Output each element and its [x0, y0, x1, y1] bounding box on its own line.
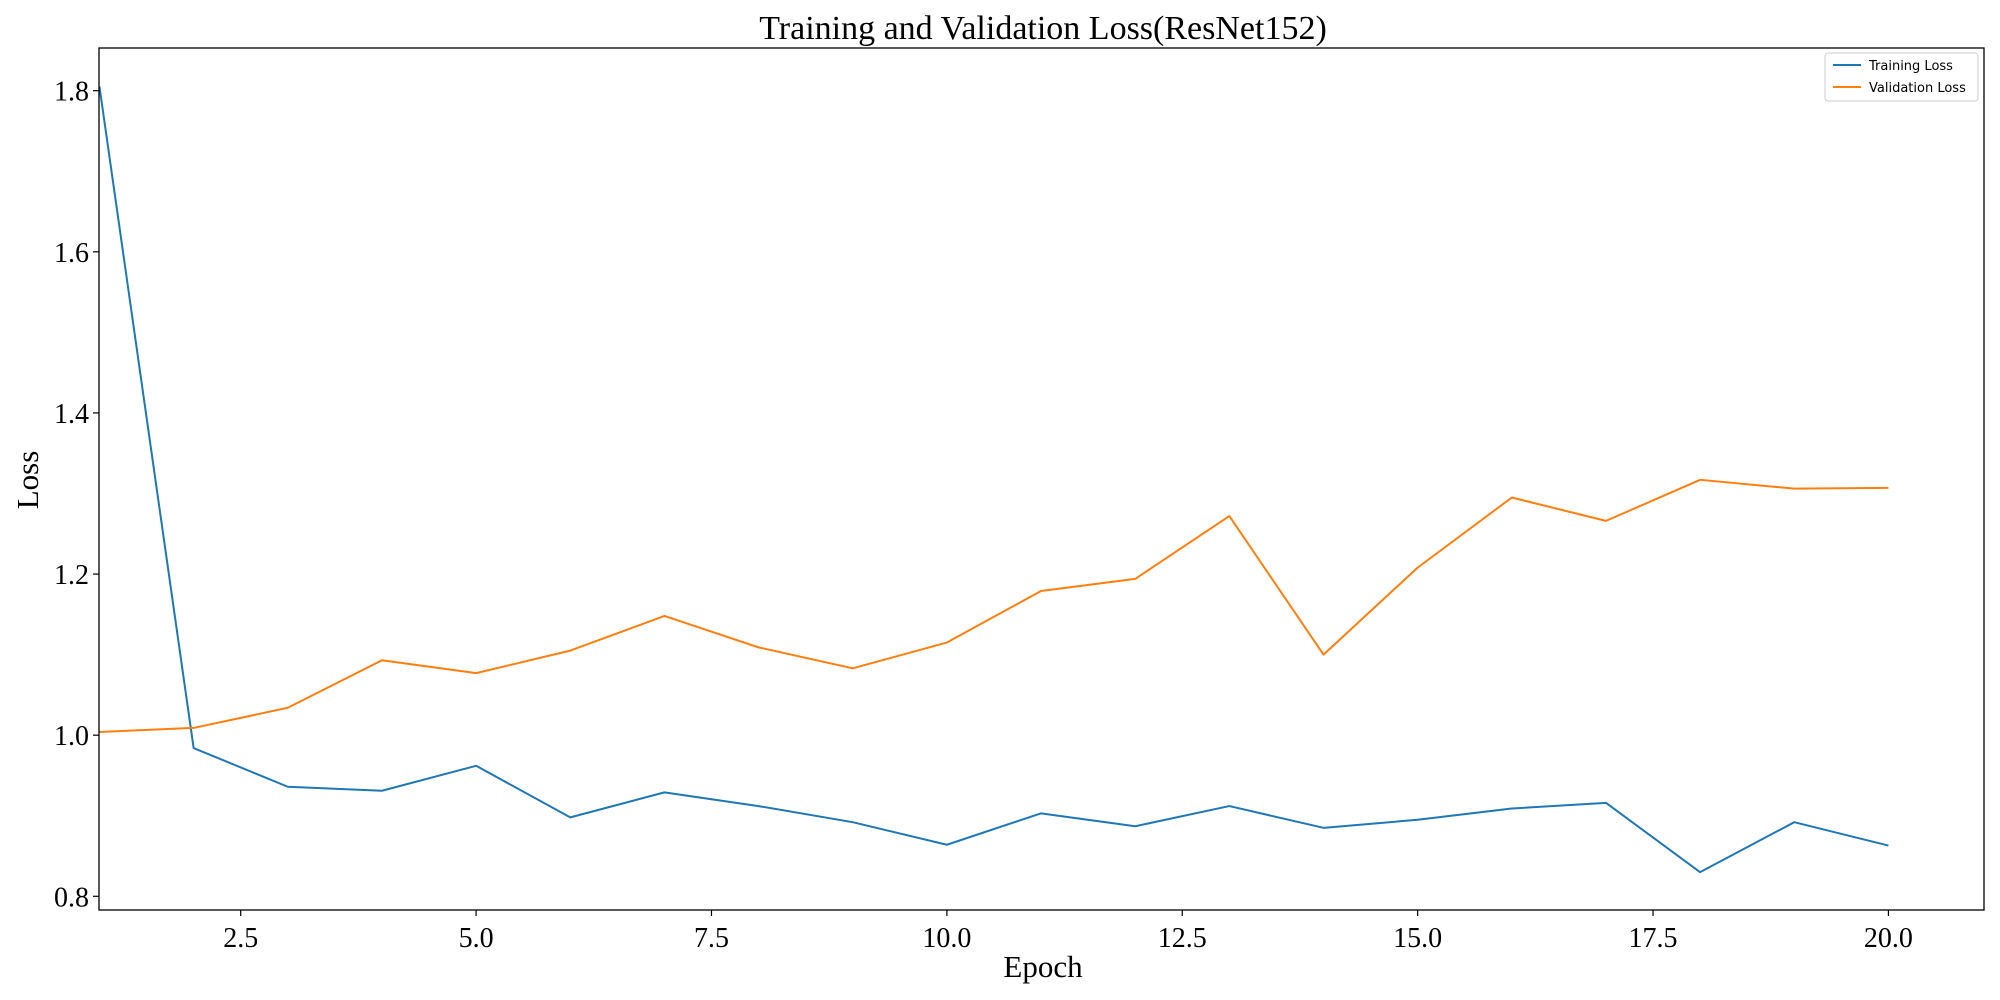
- x-tick-label: 15.0: [1393, 923, 1442, 954]
- x-tick-label: 12.5: [1158, 923, 1207, 954]
- x-tick-label: 20.0: [1864, 923, 1913, 954]
- y-axis-label: Loss: [10, 451, 45, 510]
- plot-area-frame: [98, 47, 1985, 911]
- x-tick-label: 7.5: [694, 923, 729, 954]
- legend-label-training-loss: Training Loss: [1868, 59, 1953, 74]
- x-tick-label: 5.0: [459, 923, 494, 954]
- legend-box: [1824, 52, 1979, 102]
- series-line-training-loss: [98, 86, 1889, 874]
- y-tick-label: 1.4: [54, 399, 89, 430]
- series-line-validation-loss: [99, 478, 1889, 733]
- y-tick-label: 1.2: [54, 560, 89, 591]
- y-tick-label: 0.8: [54, 882, 89, 913]
- chart-title: Training and Validation Loss(ResNet152): [759, 10, 1327, 47]
- y-tick-label: 1.0: [54, 721, 89, 752]
- x-tick-label: 2.5: [223, 923, 258, 954]
- x-axis-label: Epoch: [1003, 949, 1083, 984]
- y-tick-label: 1.6: [54, 238, 89, 269]
- x-tick-label: 10.0: [922, 923, 971, 954]
- legend: Training Loss Validation Loss: [1824, 52, 1979, 102]
- series-lines: [98, 86, 1889, 874]
- legend-label-validation-loss: Validation Loss: [1869, 81, 1966, 96]
- y-tick-label: 1.8: [54, 77, 89, 108]
- x-tick-label: 17.5: [1629, 923, 1678, 954]
- axis-ticks: 2.5 5.0 7.5 10.0 12.5 15.0 17.5 20.0 0.8 1.0 1.2 1.…: [54, 77, 1913, 954]
